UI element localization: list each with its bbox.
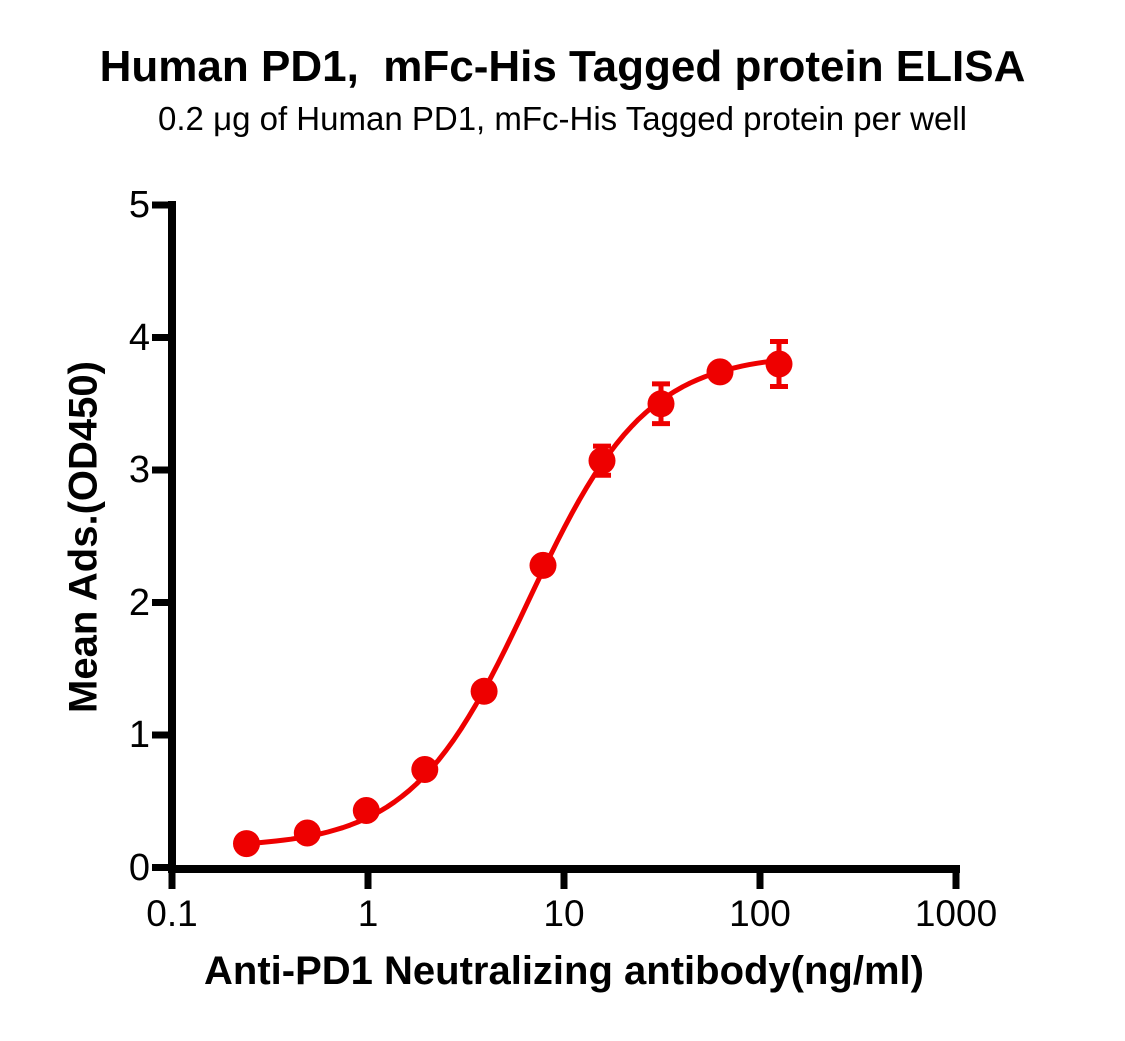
x-axis-title: Anti-PD1 Neutralizing antibody(ng/ml): [204, 949, 924, 993]
data-point: [233, 830, 260, 858]
data-point: [706, 358, 734, 386]
x-tick-label: 100: [729, 893, 791, 934]
y-tick-label: 4: [128, 316, 150, 359]
x-tick-label: 10: [543, 893, 585, 934]
y-tick-label: 3: [128, 449, 150, 491]
chart-title: Human PD1, mFc-His Tagged protein ELISA: [99, 42, 1026, 91]
x-tick-label: 0.1: [146, 893, 198, 934]
data-point: [529, 551, 557, 579]
data-point: [352, 797, 380, 824]
y-tick-label: 0: [128, 846, 150, 889]
fit-curve: [244, 357, 782, 847]
chart-subtitle: 0.2 μg of Human PD1, mFc-His Tagged prot…: [158, 100, 967, 137]
data-point: [765, 350, 793, 378]
data-point: [647, 390, 675, 418]
data-point: [293, 819, 321, 847]
y-tick-label: 5: [128, 184, 150, 226]
data-point: [588, 447, 616, 475]
y-tick-label: 1: [128, 714, 150, 756]
y-axis-title: Mean Ads.(OD450): [61, 361, 106, 713]
x-tick-label: 1000: [914, 893, 998, 934]
data-point: [411, 756, 439, 783]
x-tick-label: 1: [357, 893, 379, 934]
data-point: [470, 677, 498, 705]
y-tick-label: 2: [128, 581, 150, 624]
